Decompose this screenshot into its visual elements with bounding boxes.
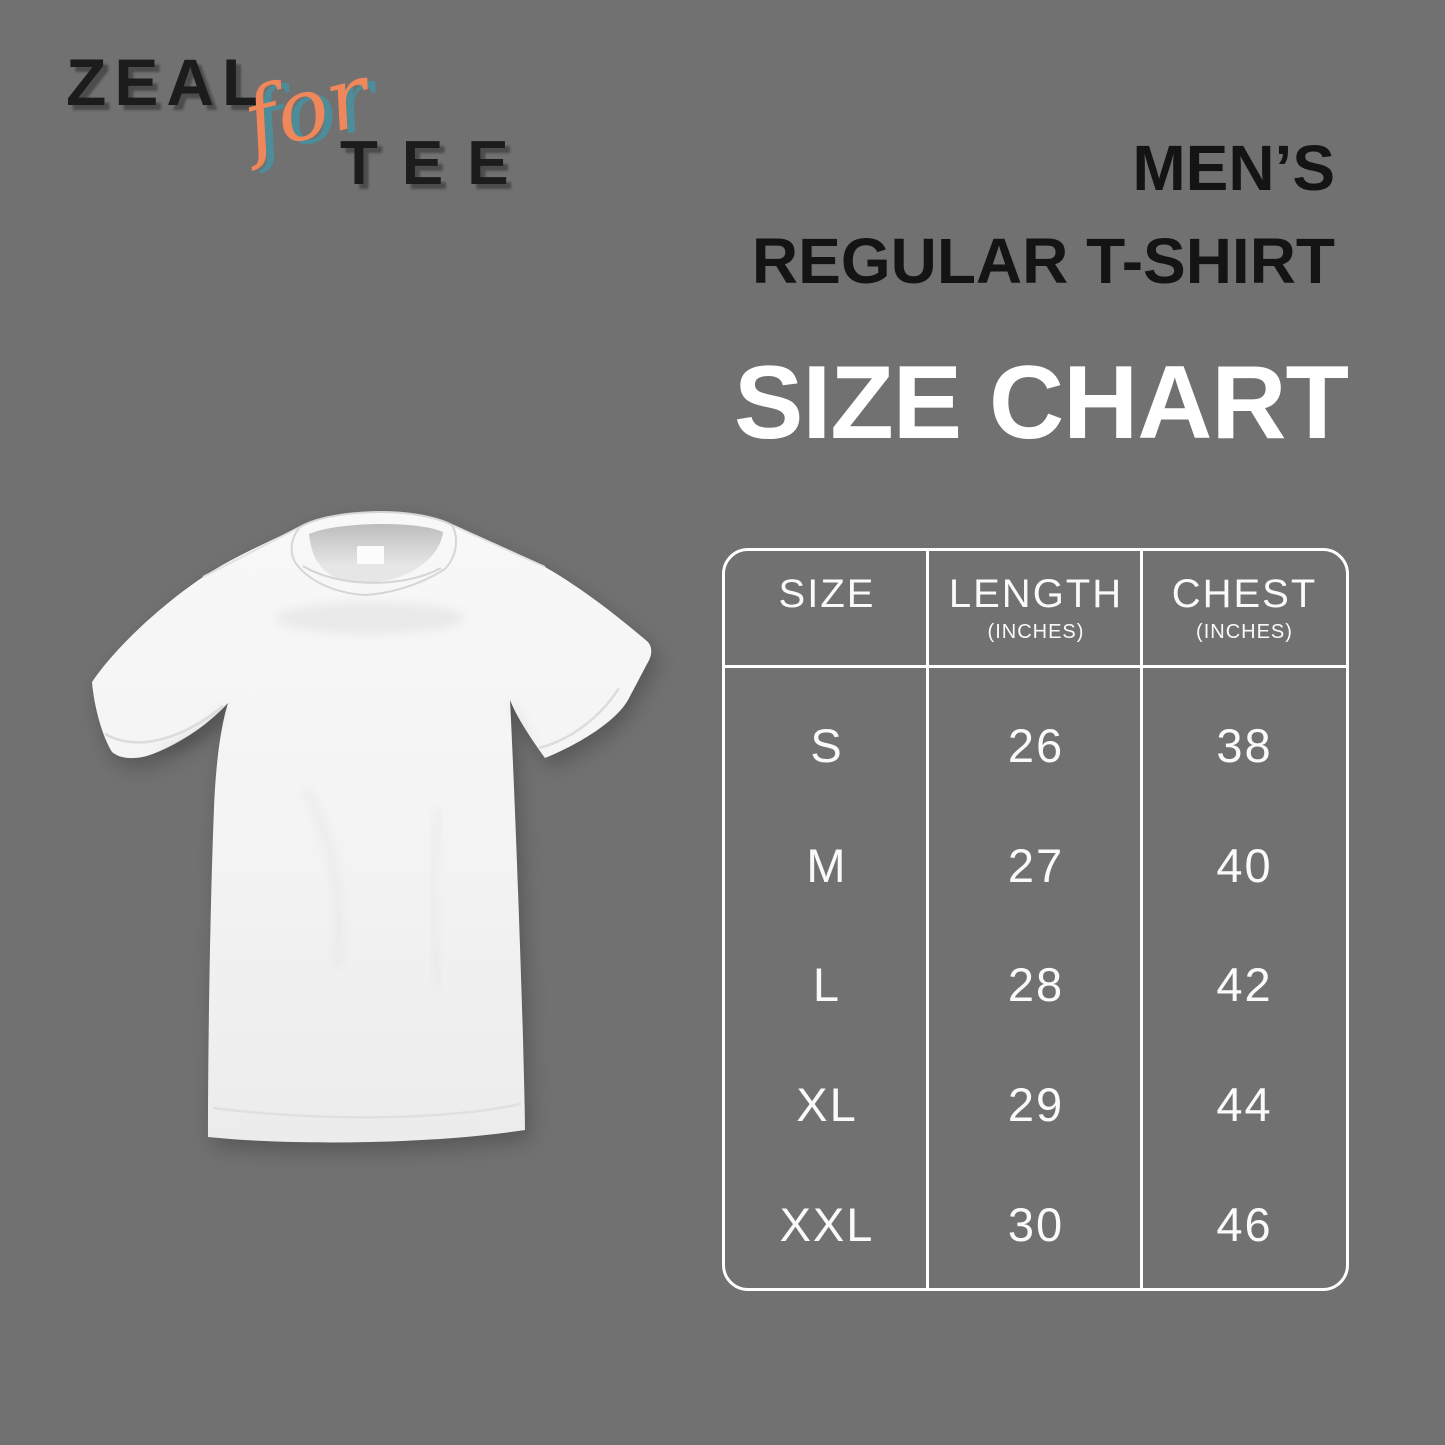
- cell-length: 29: [1007, 1078, 1065, 1132]
- bottom-hem-stitch: [212, 1102, 522, 1119]
- brand-logo: ZEAL for TEE: [0, 0, 560, 240]
- header-cell-size: SIZE: [725, 551, 929, 665]
- right-armpit-shadow: [510, 700, 537, 750]
- table-row: M 27 40: [725, 806, 1346, 926]
- shoulder-seam: [451, 524, 546, 568]
- cell-size: XL: [796, 1078, 858, 1132]
- wrinkle-line: [302, 786, 342, 969]
- cell-size: S: [810, 719, 844, 773]
- collar-stitch: [302, 565, 442, 584]
- chest-shadow: [275, 602, 465, 634]
- cell-length: 26: [1007, 719, 1065, 773]
- cell-length: 30: [1007, 1197, 1065, 1251]
- cell-chest: 46: [1216, 1197, 1273, 1251]
- logo-word-tee: TEE: [340, 129, 533, 198]
- table-row: L 28 42: [725, 925, 1346, 1045]
- table-row: S 26 38: [725, 686, 1346, 806]
- shoulder-seam: [202, 526, 301, 578]
- tshirt-body: [92, 512, 652, 1143]
- cell-chest: 40: [1216, 838, 1273, 892]
- headline-line-1: MEN’S: [1132, 132, 1335, 204]
- table-header-row: SIZE LENGTH (INCHES) CHEST (INCHES): [725, 551, 1346, 668]
- header-sublabel: (INCHES): [1196, 620, 1293, 643]
- cell-chest: 38: [1216, 719, 1273, 773]
- product-headline: MEN’S REGULAR T-SHIRT: [752, 122, 1335, 308]
- table-body: S 26 38 M 27 40 L 28 42 XL 29 44 XXL 30: [725, 668, 1346, 1290]
- cell-size: M: [806, 838, 848, 892]
- page-title: SIZE CHART: [734, 345, 1349, 461]
- column-divider: [926, 551, 929, 1288]
- headline-line-2: REGULAR T-SHIRT: [751, 225, 1335, 297]
- tshirt-photo: [92, 511, 652, 1143]
- cell-size: L: [812, 958, 842, 1012]
- cell-size: XXL: [779, 1197, 875, 1251]
- header-cell-chest: CHEST (INCHES): [1143, 551, 1346, 665]
- table-row: XXL 30 46: [725, 1164, 1346, 1284]
- cell-length: 27: [1007, 838, 1065, 892]
- logo-word-zeal: ZEAL: [66, 45, 271, 119]
- cell-chest: 42: [1216, 958, 1273, 1012]
- size-chart-table: SIZE LENGTH (INCHES) CHEST (INCHES) S 26…: [722, 548, 1349, 1291]
- sleeve-hem-stitch: [538, 687, 621, 750]
- neck-label-tag: [357, 546, 384, 564]
- cell-length: 28: [1007, 958, 1065, 1012]
- header-label: CHEST: [1171, 571, 1318, 616]
- bottom-hem-stitch: [211, 1111, 523, 1127]
- wrinkle-line: [430, 807, 443, 989]
- header-label: SIZE: [778, 571, 876, 616]
- left-armpit-shadow: [152, 703, 228, 754]
- cell-chest: 44: [1216, 1078, 1273, 1132]
- header-cell-length: LENGTH (INCHES): [929, 551, 1143, 665]
- column-divider: [1140, 551, 1143, 1288]
- sleeve-hem-stitch: [104, 705, 224, 744]
- header-label: LENGTH: [948, 571, 1124, 616]
- table-row: XL 29 44: [725, 1045, 1346, 1165]
- collar-band: [290, 511, 458, 597]
- header-sublabel: (INCHES): [987, 620, 1085, 643]
